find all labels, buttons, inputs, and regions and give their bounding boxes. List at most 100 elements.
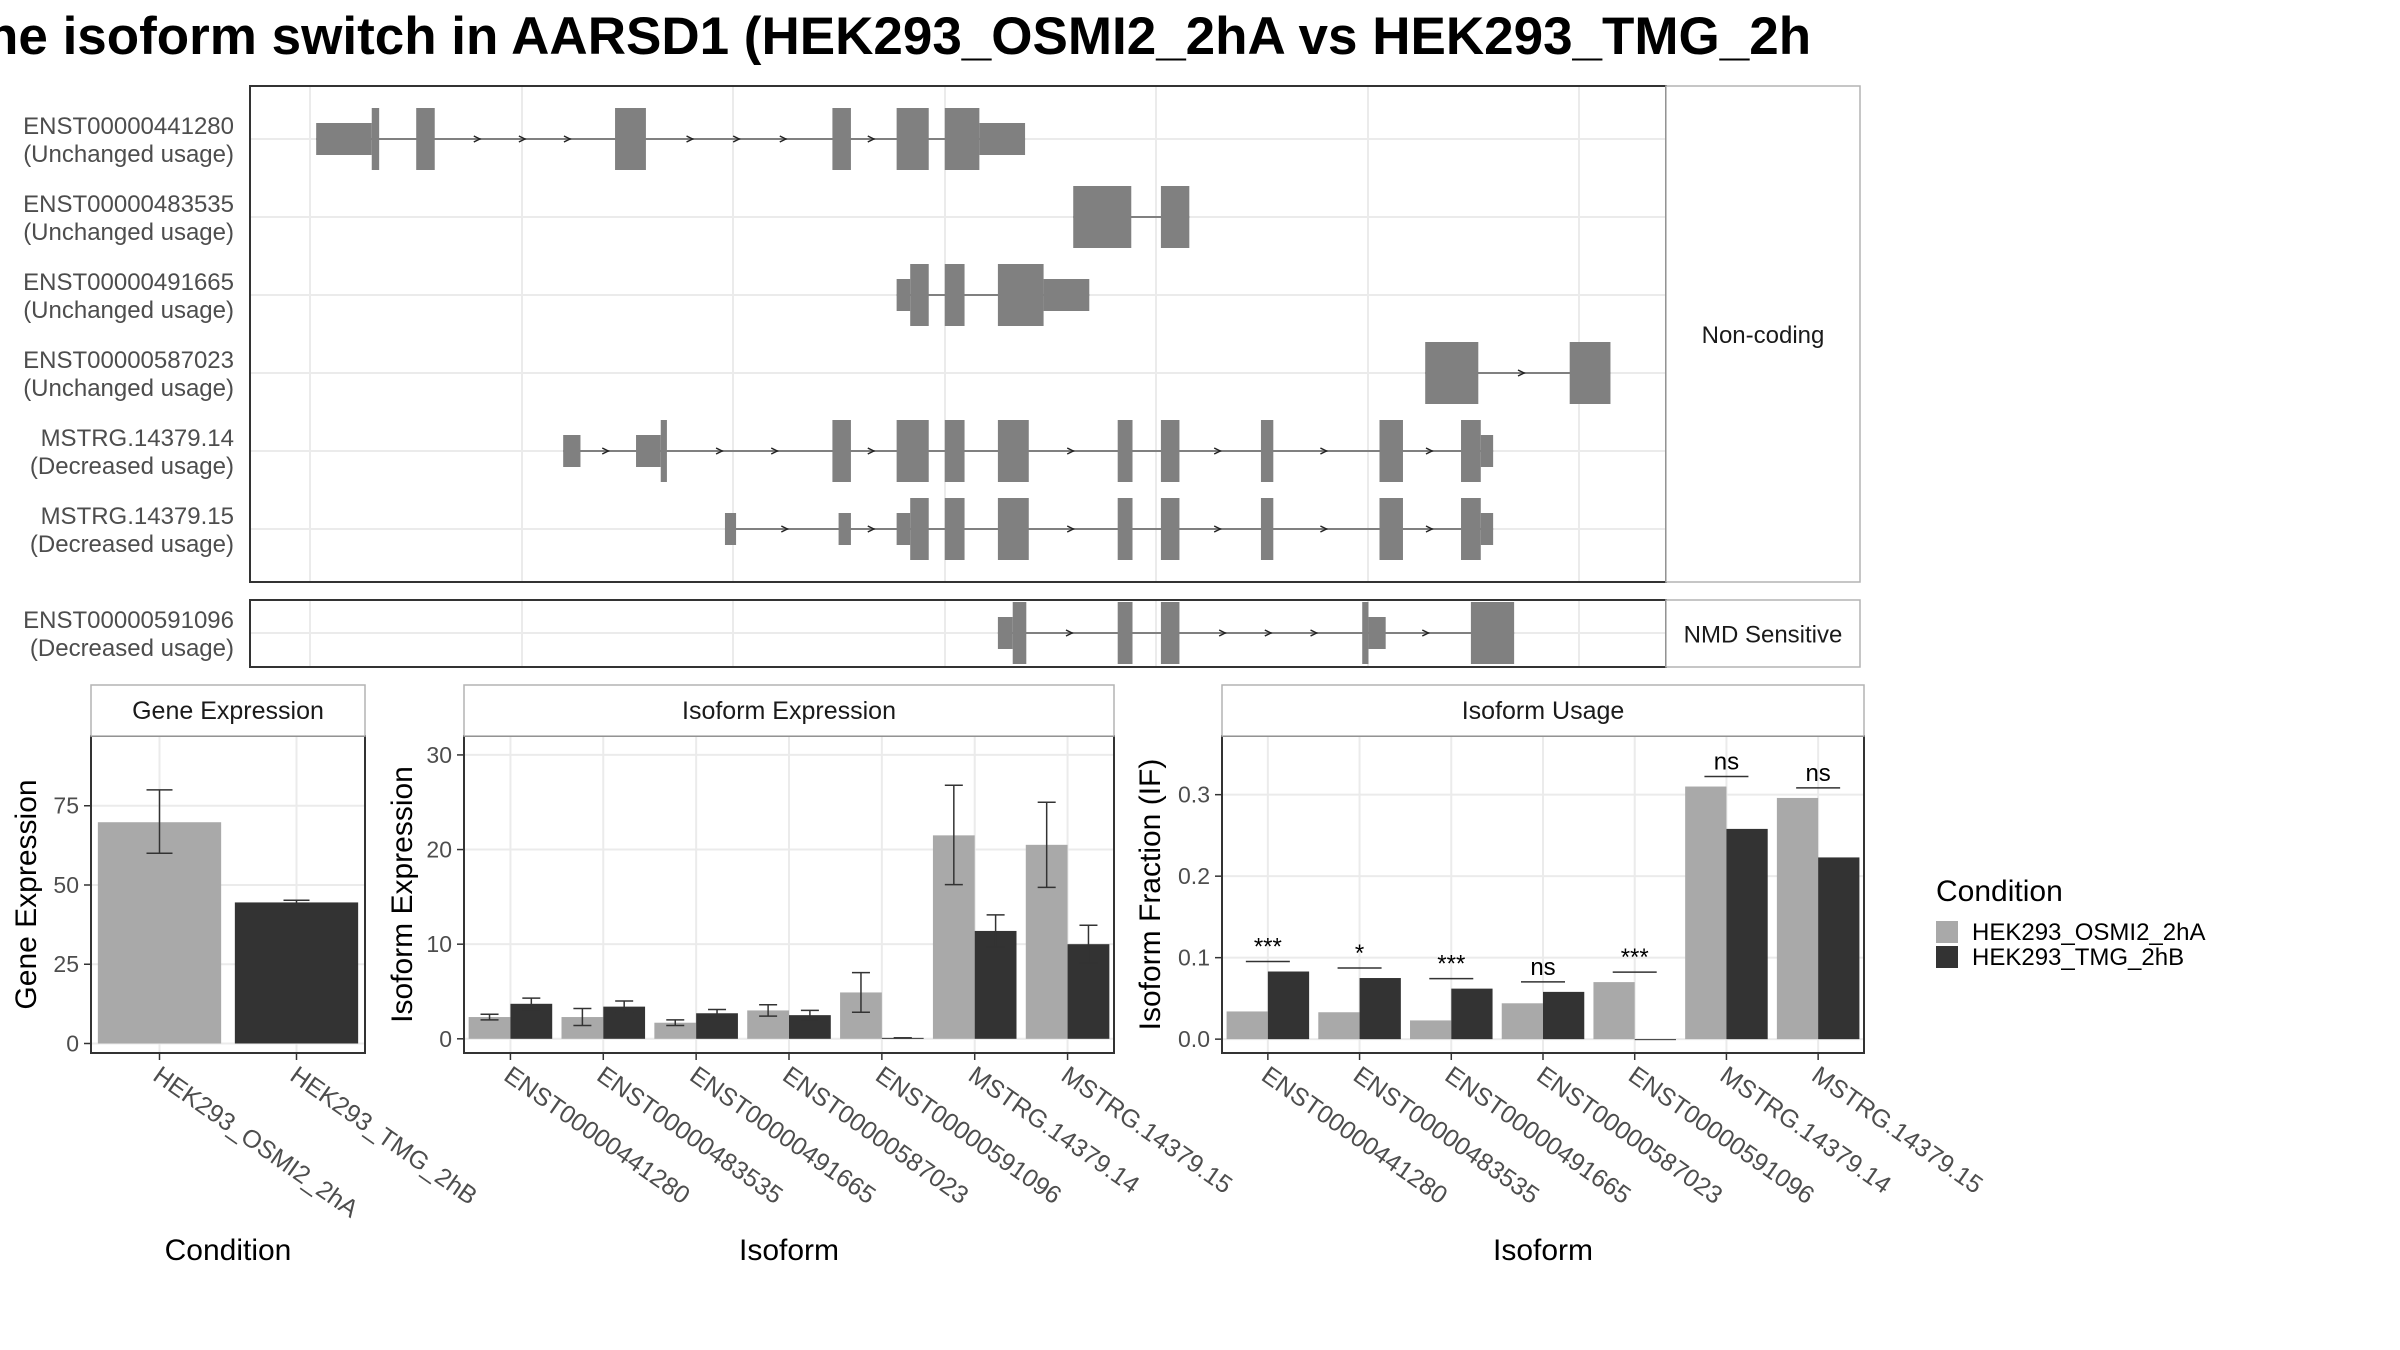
exon: [1160, 420, 1180, 482]
strand-arrow: [686, 135, 695, 143]
bar: [234, 902, 359, 1044]
y-tick-label: 0.3: [1178, 782, 1210, 808]
strand-arrow: [1421, 629, 1430, 637]
y-tick-label: 75: [53, 793, 79, 819]
transcript-label: ENST00000441280: [23, 113, 234, 140]
strand-arrow: [1425, 447, 1434, 455]
exon: [997, 498, 1029, 560]
transcript-label: ENST00000483535: [23, 191, 234, 218]
strand-arrow: [1066, 447, 1075, 455]
exon: [1073, 186, 1132, 248]
exon: [832, 108, 851, 170]
transcript-usage-label: (Unchanged usage): [23, 375, 234, 402]
strand-arrow: [732, 135, 741, 143]
y-axis-title: Isoform Fraction (IF): [1134, 759, 1167, 1031]
structure-panel: ENST00000591096(Decreased usage) NMD Sens…: [23, 599, 1861, 668]
bar: [1818, 857, 1860, 1040]
exon: [997, 420, 1029, 482]
y-axis-title: Isoform Expression: [386, 766, 419, 1023]
chart-title: ne isoform switch in AARSD1 (HEK293_OSMI…: [0, 7, 1812, 66]
strand-arrow: [867, 447, 876, 455]
facet-strip: [90, 684, 366, 737]
exon: [896, 108, 929, 170]
bar: [1267, 971, 1310, 1040]
transcript-usage-label: (Unchanged usage): [23, 219, 234, 246]
bar: [1593, 982, 1635, 1040]
significance-label: ***: [1254, 934, 1282, 961]
transcript-label: MSTRG.14379.15: [41, 503, 234, 530]
x-axis-title: Condition: [165, 1234, 292, 1267]
significance-label: ns: [1714, 749, 1739, 776]
strand-arrow: [770, 447, 779, 455]
y-tick-label: 0: [66, 1030, 79, 1056]
exon: [1461, 498, 1481, 560]
bar: [1410, 1020, 1452, 1040]
facet-strip-label: Non-coding: [1702, 322, 1825, 349]
bar: [789, 1015, 831, 1039]
y-tick-label: 0: [439, 1026, 452, 1052]
y-tick-label: 25: [53, 951, 79, 977]
exon: [944, 264, 965, 326]
strand-arrow: [1264, 629, 1273, 637]
bar: [1634, 1039, 1676, 1041]
exon: [910, 498, 929, 560]
exon: [1480, 435, 1494, 467]
transcript-usage-label: (Decreased usage): [30, 531, 234, 558]
bar: [1318, 1012, 1360, 1040]
bar: [561, 1017, 604, 1039]
exon: [724, 513, 737, 545]
exon: [832, 420, 851, 482]
exon: [1425, 342, 1479, 404]
y-tick-label: 10: [426, 931, 452, 957]
strand-arrow: [1517, 369, 1526, 377]
transcript-label: ENST00000587023: [23, 347, 234, 374]
strand-arrow: [867, 525, 876, 533]
legend-swatch: [1936, 921, 1958, 943]
exon: [636, 435, 661, 467]
facet-strip: [463, 684, 1115, 737]
facet-strip: [1665, 85, 1861, 583]
x-axis-title: Isoform: [1493, 1234, 1593, 1267]
y-tick-label: 0.0: [1178, 1026, 1210, 1052]
y-tick-label: 50: [53, 872, 79, 898]
exon: [660, 420, 667, 482]
exon: [615, 108, 646, 170]
bar-panel: Isoform Expression0102030ENST00000441280…: [386, 684, 1237, 1267]
y-axis-title: Gene Expression: [10, 779, 43, 1009]
bar: [97, 822, 222, 1044]
transcript-label: ENST00000591096: [23, 607, 234, 634]
strand-arrow: [1065, 629, 1074, 637]
x-tick-label: MSTRG.14379.15: [1807, 1061, 1988, 1200]
bar: [1543, 991, 1585, 1040]
facet-strip-label: Isoform Expression: [682, 697, 896, 725]
exon: [1117, 602, 1133, 664]
strand-arrow: [715, 447, 724, 455]
facet-strip: [1665, 599, 1861, 668]
strand-arrow: [1320, 447, 1329, 455]
strand-arrow: [473, 135, 482, 143]
exon: [896, 420, 929, 482]
facet-strip: [1221, 684, 1865, 737]
exon: [1379, 420, 1403, 482]
facet-strip-label: NMD Sensitive: [1684, 622, 1843, 649]
y-tick-label: 20: [426, 837, 452, 863]
y-tick-label: 30: [426, 742, 452, 768]
bar: [1776, 797, 1819, 1040]
transcript-label: MSTRG.14379.14: [41, 425, 234, 452]
exon: [1461, 420, 1481, 482]
x-tick-label: MSTRG.14379.15: [1056, 1061, 1237, 1200]
strand-arrow: [1066, 525, 1075, 533]
strand-arrow: [563, 135, 572, 143]
transcript-usage-label: (Decreased usage): [30, 453, 234, 480]
significance-label: ***: [1621, 944, 1649, 971]
exon: [1260, 420, 1274, 482]
strand-arrow: [1213, 447, 1222, 455]
strand-arrow: [1213, 525, 1222, 533]
exon: [1569, 342, 1611, 404]
exon: [1043, 279, 1090, 311]
exon: [944, 108, 980, 170]
transcript-usage-label: (Unchanged usage): [23, 141, 234, 168]
strand-arrow: [1320, 525, 1329, 533]
strand-arrow: [518, 135, 527, 143]
